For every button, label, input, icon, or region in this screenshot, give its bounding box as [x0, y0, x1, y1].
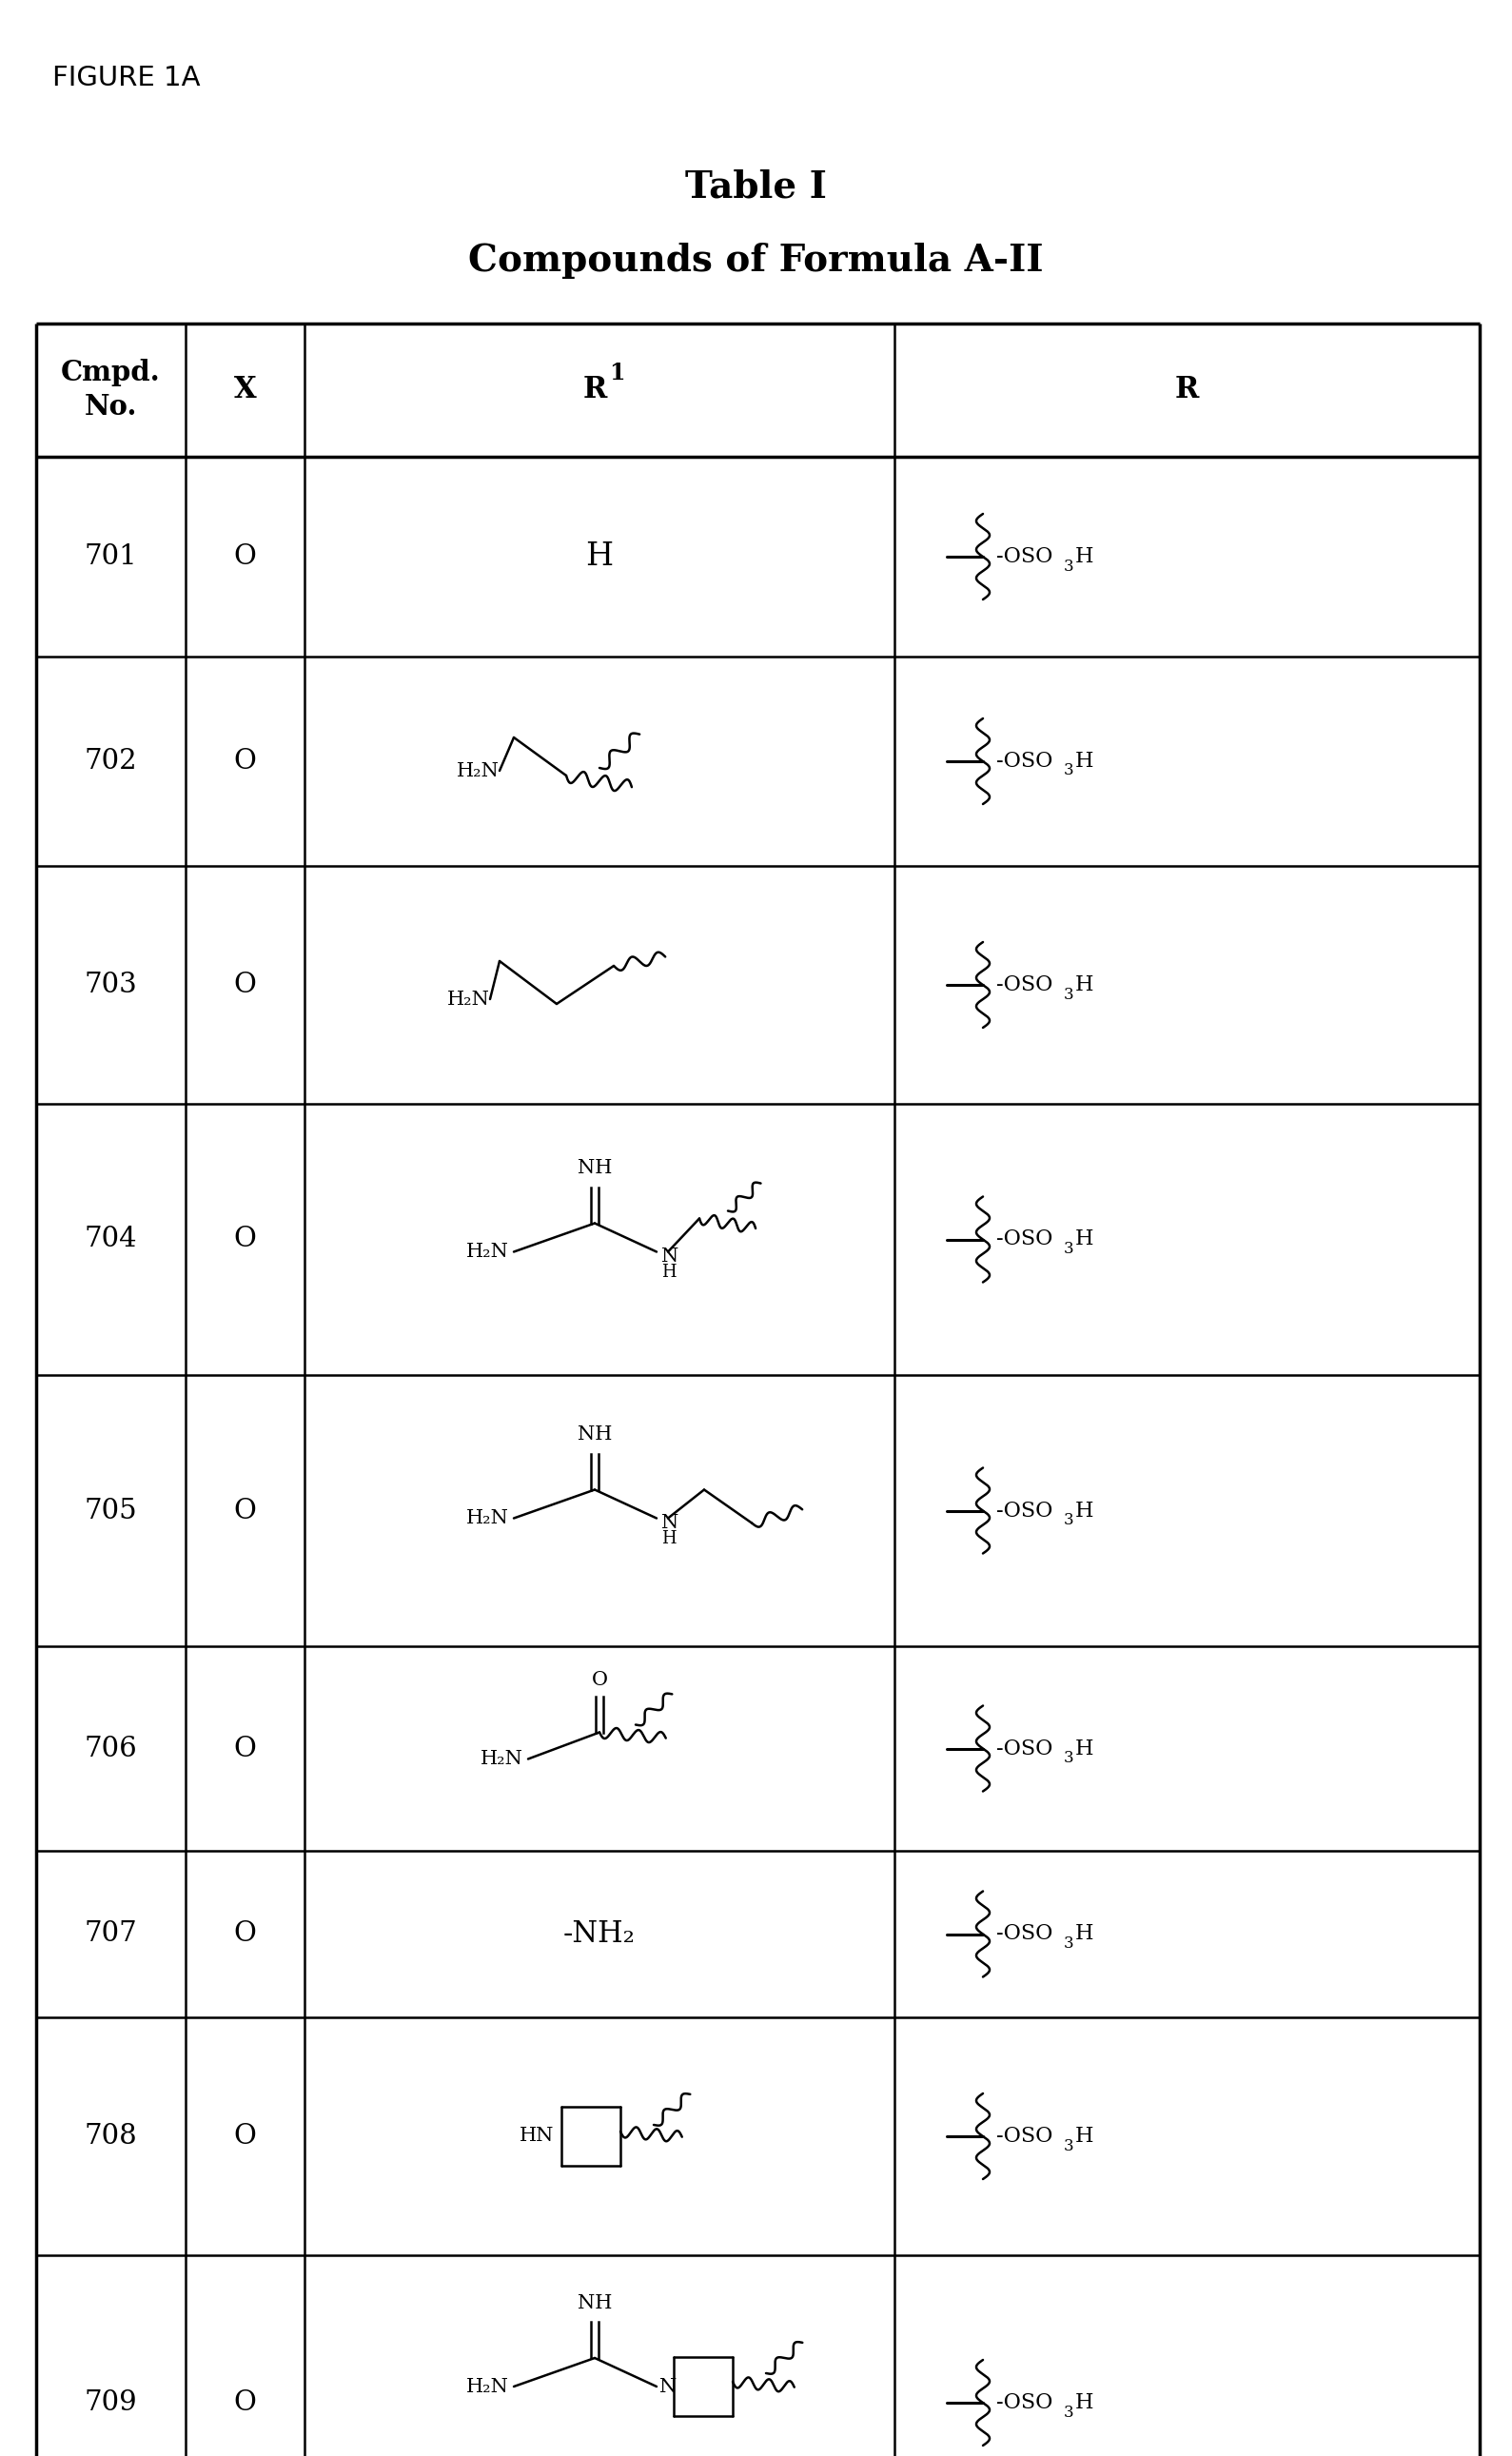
Text: H: H [1075, 1739, 1093, 1758]
Text: Compounds of Formula A-II: Compounds of Formula A-II [467, 243, 1043, 280]
Text: O: O [591, 1670, 608, 1690]
Text: N: N [659, 2377, 677, 2395]
Text: H: H [1075, 545, 1093, 567]
Text: -OSO: -OSO [996, 752, 1052, 771]
Text: 3: 3 [1064, 2137, 1074, 2154]
Text: Cmpd.: Cmpd. [60, 359, 160, 386]
Text: H₂N: H₂N [466, 1243, 510, 1260]
Text: O: O [234, 1498, 257, 1523]
Text: NH: NH [578, 2294, 612, 2311]
Text: -NH₂: -NH₂ [564, 1918, 635, 1948]
Text: H: H [1075, 975, 1093, 995]
Text: 3: 3 [1064, 987, 1074, 1002]
Text: -OSO: -OSO [996, 1501, 1052, 1520]
Text: 704: 704 [85, 1226, 138, 1253]
Text: O: O [234, 1736, 257, 1761]
Text: H₂N: H₂N [466, 2377, 510, 2395]
Text: N: N [661, 1513, 679, 1533]
Text: O: O [234, 1226, 257, 1253]
Text: N: N [661, 1248, 679, 1265]
Text: 3: 3 [1064, 1513, 1074, 1528]
Text: H: H [661, 1265, 676, 1282]
Text: 3: 3 [1064, 1751, 1074, 1766]
Text: -OSO: -OSO [996, 1228, 1052, 1250]
Text: R: R [1175, 376, 1199, 405]
Text: H₂N: H₂N [466, 1508, 510, 1528]
Text: R: R [582, 376, 606, 405]
Text: -OSO: -OSO [996, 2127, 1052, 2147]
Text: 708: 708 [85, 2122, 138, 2149]
Text: X: X [234, 376, 257, 405]
Text: 705: 705 [85, 1498, 138, 1523]
Text: 706: 706 [85, 1736, 138, 1761]
Text: H: H [585, 540, 614, 572]
Text: -OSO: -OSO [996, 1923, 1052, 1945]
Text: 3: 3 [1064, 1935, 1074, 1953]
Text: NH: NH [578, 1424, 612, 1444]
Text: H₂N: H₂N [481, 1751, 523, 1768]
Text: H₂N: H₂N [448, 990, 490, 1007]
Text: 709: 709 [85, 2390, 138, 2417]
Text: 3: 3 [1064, 558, 1074, 575]
Text: -OSO: -OSO [996, 2392, 1052, 2414]
Text: Table I: Table I [685, 169, 827, 206]
Text: 703: 703 [85, 973, 138, 997]
Text: 3: 3 [1064, 764, 1074, 779]
Text: O: O [234, 543, 257, 570]
Text: 702: 702 [85, 749, 138, 774]
Text: H: H [1075, 2392, 1093, 2414]
Text: H: H [1075, 1228, 1093, 1250]
Text: H: H [1075, 1501, 1093, 1520]
Text: NH: NH [578, 1159, 612, 1176]
Text: -OSO: -OSO [996, 1739, 1052, 1758]
Text: O: O [234, 749, 257, 774]
Text: HN: HN [519, 2127, 553, 2144]
Text: 707: 707 [85, 1921, 138, 1948]
Text: O: O [234, 2390, 257, 2417]
Text: -OSO: -OSO [996, 545, 1052, 567]
Text: O: O [234, 973, 257, 997]
Text: H: H [661, 1530, 676, 1547]
Text: -OSO: -OSO [996, 975, 1052, 995]
Text: H: H [1075, 1923, 1093, 1945]
Text: 3: 3 [1064, 2404, 1074, 2419]
Text: H: H [1075, 2127, 1093, 2147]
Text: H: H [1075, 752, 1093, 771]
Text: 701: 701 [85, 543, 138, 570]
Text: H₂N: H₂N [457, 761, 499, 781]
Text: O: O [234, 1921, 257, 1948]
Text: O: O [234, 2122, 257, 2149]
Text: No.: No. [85, 393, 138, 420]
Text: FIGURE 1A: FIGURE 1A [53, 64, 200, 91]
Text: 3: 3 [1064, 1240, 1074, 1257]
Text: 1: 1 [609, 361, 624, 386]
